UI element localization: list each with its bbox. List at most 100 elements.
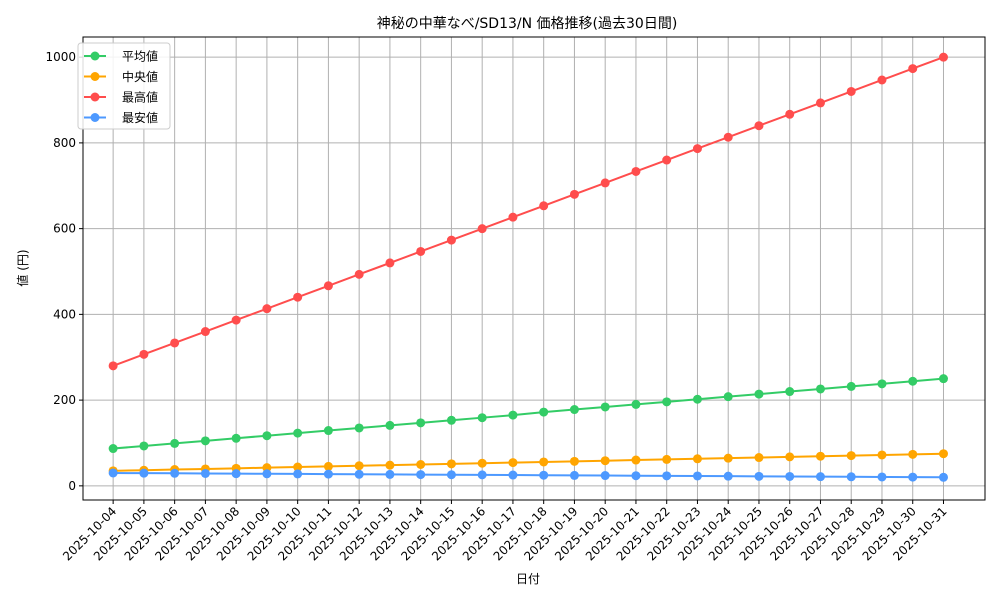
data-point <box>508 410 518 420</box>
plot-frame <box>82 36 986 501</box>
series-line <box>112 56 944 367</box>
data-point <box>139 468 149 478</box>
grid <box>83 37 985 500</box>
series-line <box>113 452 944 472</box>
data-point <box>569 189 579 199</box>
legend-label: 最安値 <box>122 110 158 125</box>
y-tick-label: 800 <box>53 136 76 150</box>
data-point <box>846 451 856 461</box>
y-axis-label: 値 (円) <box>15 249 30 286</box>
data-point <box>446 459 456 469</box>
data-point <box>723 453 733 463</box>
data-point <box>108 444 118 454</box>
y-tick-label: 400 <box>53 307 76 321</box>
chart-title: 神秘の中華なべ/SD13/N 価格推移(過去30日間) <box>377 16 678 32</box>
data-point <box>785 387 795 397</box>
data-point <box>662 155 672 165</box>
data-point <box>262 431 272 441</box>
data-point <box>170 338 180 348</box>
data-point <box>262 304 272 314</box>
data-point <box>908 472 918 482</box>
data-point <box>446 415 456 425</box>
data-point <box>231 469 241 479</box>
data-point <box>600 456 610 466</box>
data-point <box>785 471 795 481</box>
data-point <box>938 374 948 384</box>
data-point <box>416 246 426 256</box>
data-point <box>293 469 303 479</box>
data-point <box>631 166 641 176</box>
legend-marker <box>90 72 100 81</box>
y-axis: 0 200 400 600 800 1000 <box>45 50 83 493</box>
y-tick-label: 600 <box>53 222 76 236</box>
data-point <box>600 402 610 412</box>
data-point <box>877 75 887 85</box>
x-axis: 2025-10-042025-10-052025-10-062025-10-07… <box>60 500 950 563</box>
data-point <box>354 423 364 433</box>
legend-label: 最高値 <box>122 90 158 105</box>
data-point <box>692 471 702 481</box>
data-point <box>539 457 549 467</box>
data-point <box>662 397 672 407</box>
data-point <box>754 121 764 131</box>
data-point <box>692 144 702 154</box>
data-point <box>938 472 948 482</box>
data-point <box>108 361 118 371</box>
data-point <box>200 468 210 478</box>
y-tick-label: 200 <box>53 393 76 407</box>
data-point <box>723 392 733 402</box>
data-point <box>139 441 149 451</box>
data-point <box>508 458 518 468</box>
data-point <box>539 470 549 480</box>
series-0 <box>108 374 948 454</box>
data-point <box>293 462 303 472</box>
data-point <box>631 399 641 409</box>
data-point <box>600 178 610 188</box>
data-point <box>938 52 948 62</box>
data-point <box>631 455 641 465</box>
data-point <box>877 472 887 482</box>
data-point <box>846 86 856 96</box>
data-point <box>354 469 364 479</box>
data-point <box>723 132 733 142</box>
data-point <box>846 381 856 391</box>
data-point <box>477 413 487 423</box>
data-point <box>416 418 426 428</box>
data-point <box>170 438 180 448</box>
data-point <box>385 469 395 479</box>
series-3 <box>108 468 948 482</box>
data-point <box>200 327 210 337</box>
data-point <box>785 452 795 462</box>
data-point <box>569 405 579 415</box>
y-tick-label: 1000 <box>45 50 76 64</box>
legend-label: 平均値 <box>122 49 158 64</box>
legend-marker <box>90 113 100 122</box>
x-axis-label: 日付 <box>516 572 540 586</box>
series-group <box>108 52 948 482</box>
series-line <box>113 471 944 479</box>
data-point <box>231 433 241 443</box>
y-tick-label: 0 <box>68 479 76 493</box>
data-point <box>539 407 549 417</box>
data-point <box>200 436 210 446</box>
data-point <box>754 389 764 399</box>
data-point <box>692 454 702 464</box>
data-point <box>323 281 333 291</box>
data-point <box>446 235 456 245</box>
data-point <box>908 449 918 459</box>
data-point <box>508 470 518 480</box>
data-point <box>416 470 426 480</box>
data-point <box>754 471 764 481</box>
data-point <box>908 64 918 74</box>
data-point <box>293 292 303 302</box>
data-point <box>231 315 241 325</box>
series-line <box>113 377 944 450</box>
data-point <box>877 450 887 460</box>
data-point <box>877 379 887 389</box>
data-point <box>354 461 364 471</box>
data-point <box>815 451 825 461</box>
data-point <box>569 470 579 480</box>
series-2 <box>108 52 948 371</box>
